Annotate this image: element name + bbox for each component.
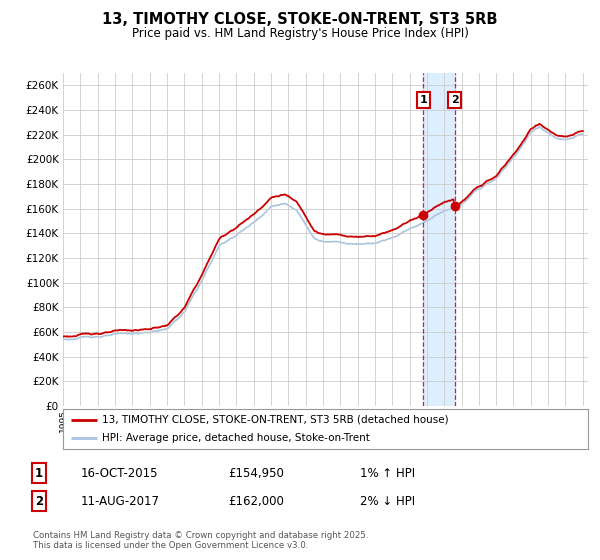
Text: 2% ↓ HPI: 2% ↓ HPI bbox=[360, 494, 415, 508]
Text: Price paid vs. HM Land Registry's House Price Index (HPI): Price paid vs. HM Land Registry's House … bbox=[131, 27, 469, 40]
Text: 1: 1 bbox=[35, 466, 43, 480]
Text: 2: 2 bbox=[35, 494, 43, 508]
Text: 2: 2 bbox=[451, 95, 458, 105]
Bar bbox=[423, 73, 455, 406]
Text: 13, TIMOTHY CLOSE, STOKE-ON-TRENT, ST3 5RB (detached house): 13, TIMOTHY CLOSE, STOKE-ON-TRENT, ST3 5… bbox=[103, 415, 449, 424]
Text: 13, TIMOTHY CLOSE, STOKE-ON-TRENT, ST3 5RB: 13, TIMOTHY CLOSE, STOKE-ON-TRENT, ST3 5… bbox=[102, 12, 498, 27]
Text: 1: 1 bbox=[419, 95, 427, 105]
Text: Contains HM Land Registry data © Crown copyright and database right 2025.
This d: Contains HM Land Registry data © Crown c… bbox=[33, 531, 368, 550]
Text: £154,950: £154,950 bbox=[228, 466, 284, 480]
Text: £162,000: £162,000 bbox=[228, 494, 284, 508]
Text: 1% ↑ HPI: 1% ↑ HPI bbox=[360, 466, 415, 480]
Text: 16-OCT-2015: 16-OCT-2015 bbox=[81, 466, 158, 480]
Text: HPI: Average price, detached house, Stoke-on-Trent: HPI: Average price, detached house, Stok… bbox=[103, 433, 370, 443]
Text: 11-AUG-2017: 11-AUG-2017 bbox=[81, 494, 160, 508]
